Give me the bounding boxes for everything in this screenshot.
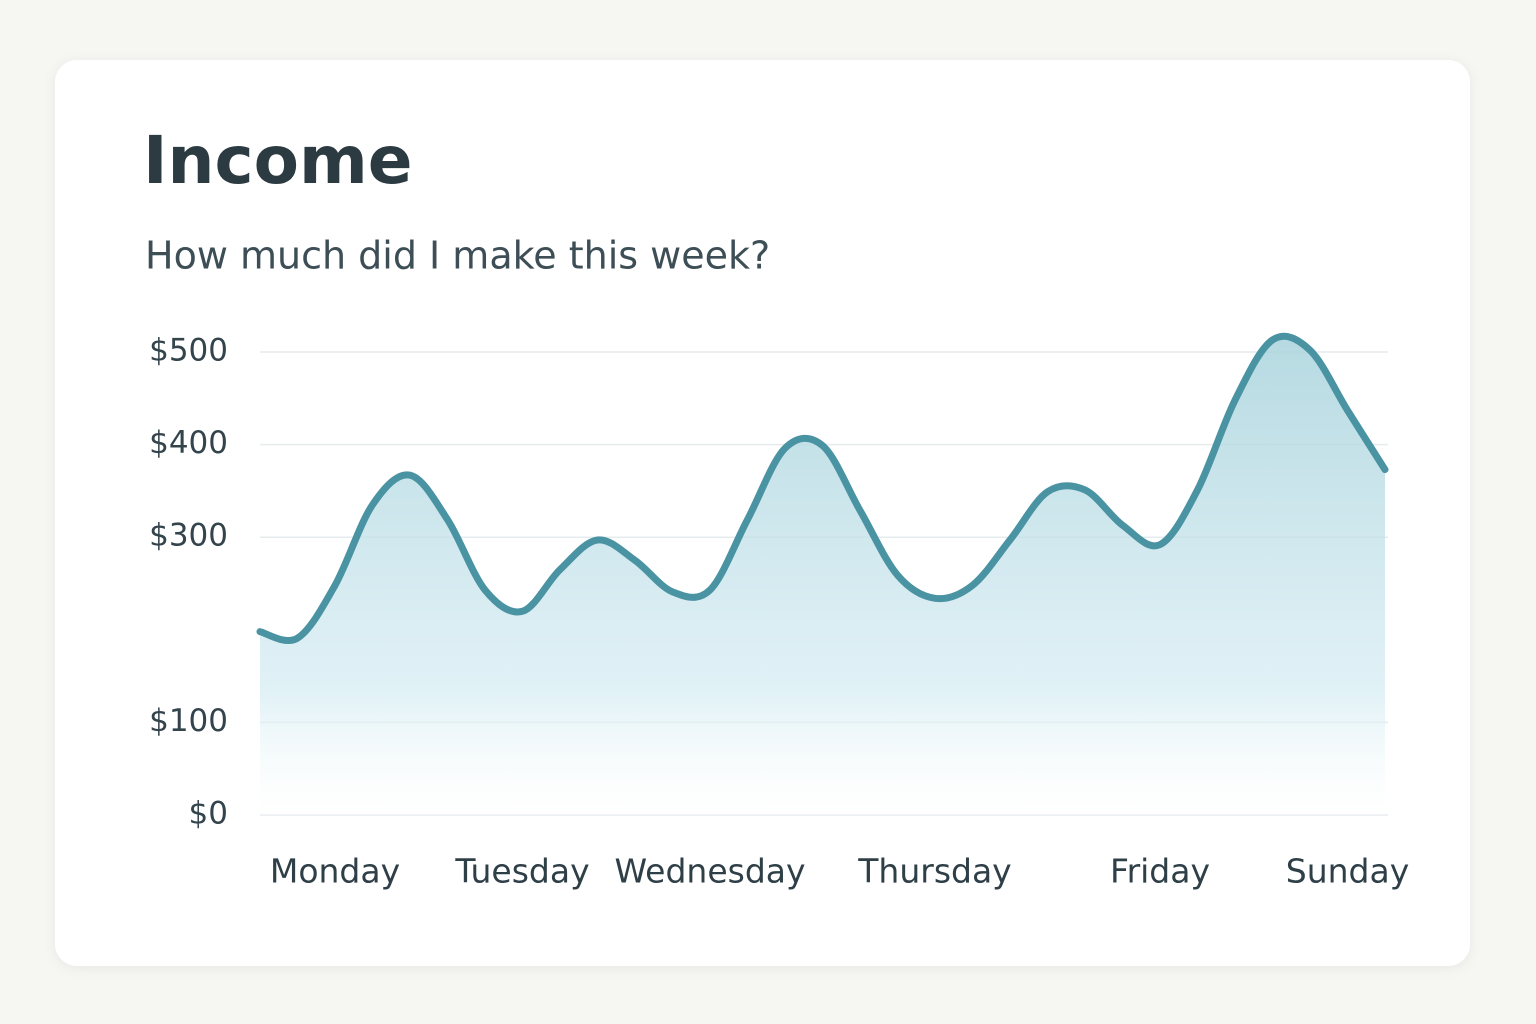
- x-tick-label: Thursday: [857, 852, 1011, 891]
- y-tick-label: $500: [149, 333, 228, 369]
- x-tick-label: Friday: [1110, 852, 1210, 891]
- chart-subtitle: How much did I make this week?: [145, 234, 770, 278]
- plot: $0 $100 $300 $400 $500 Monday Tuesday Wednesday…: [149, 333, 1409, 891]
- line: [256, 332, 1389, 645]
- x-tick-label: Tuesday: [454, 852, 589, 891]
- y-tick-label: $300: [149, 518, 228, 554]
- x-tick-label: Wednesday: [614, 852, 805, 891]
- area-fill: [260, 336, 1385, 815]
- y-tick-label: $100: [149, 703, 228, 739]
- x-tick-label: Sunday: [1286, 852, 1409, 891]
- y-tick-label: $400: [149, 425, 228, 461]
- y-tick-label: $0: [189, 796, 228, 832]
- x-tick-label: Monday: [270, 852, 400, 891]
- chart-title: Income: [143, 122, 413, 199]
